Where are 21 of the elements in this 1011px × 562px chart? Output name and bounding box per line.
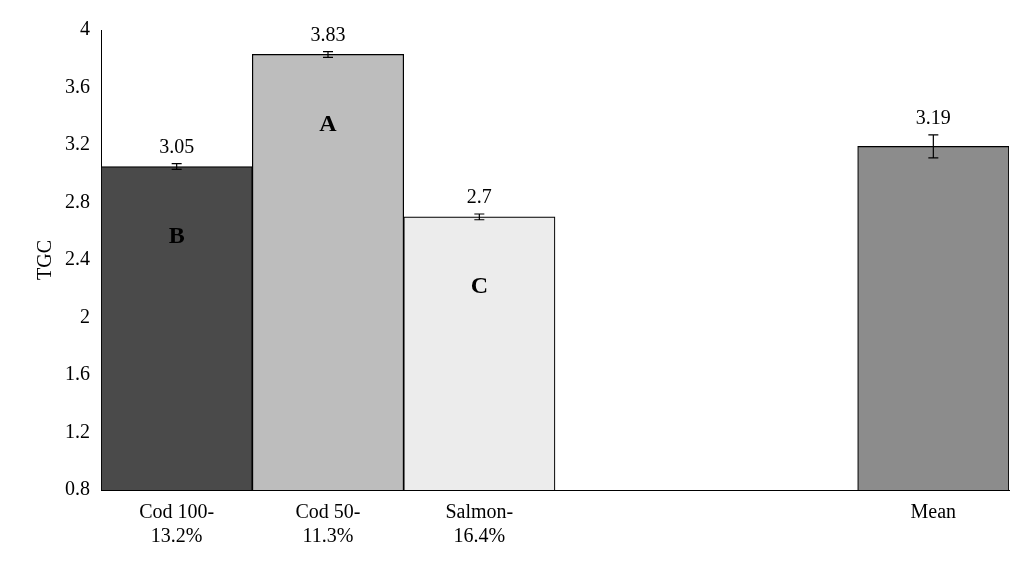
y-tick-label: 2.4 xyxy=(65,247,90,270)
y-tick-label: 2.8 xyxy=(65,189,90,212)
y-tick-label: 3.2 xyxy=(65,132,90,155)
x-tick-label: Cod 100- 13.2% xyxy=(139,500,215,547)
data-label: 3.19 xyxy=(915,106,951,129)
y-axis-title: TGC xyxy=(33,240,56,280)
annotation: A xyxy=(319,109,338,136)
y-tick-label: 1.6 xyxy=(65,362,90,385)
data-label: 2.7 xyxy=(466,185,492,208)
y-tick-label: 3.6 xyxy=(65,74,90,97)
y-tick-label: 4 xyxy=(80,17,90,40)
y-tick-label: 1.2 xyxy=(65,419,90,442)
annotation: C xyxy=(470,272,489,299)
data-label: 3.83 xyxy=(310,22,346,45)
data-label: 3.05 xyxy=(159,134,195,157)
x-tick-label: Salmon- 16.4% xyxy=(445,500,514,547)
x-tick-label: Cod 50- 11.3% xyxy=(295,500,361,547)
annotation: B xyxy=(168,221,185,248)
x-tick-label: Mean xyxy=(910,500,957,523)
y-tick-label: 2 xyxy=(80,304,90,327)
y-tick-label: 0.8 xyxy=(65,477,90,500)
